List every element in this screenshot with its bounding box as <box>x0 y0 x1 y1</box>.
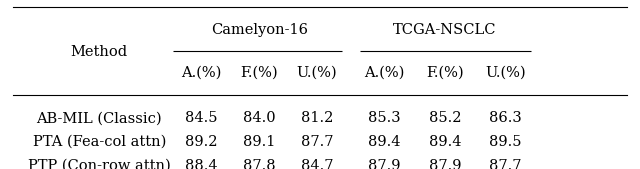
Text: PTA (Fea-col attn): PTA (Fea-col attn) <box>33 135 166 149</box>
Text: 84.7: 84.7 <box>301 159 333 169</box>
Text: 88.4: 88.4 <box>186 159 218 169</box>
Text: PTP (Con-row attn): PTP (Con-row attn) <box>28 159 171 169</box>
Text: 84.0: 84.0 <box>243 111 275 125</box>
Text: 84.5: 84.5 <box>186 111 218 125</box>
Text: 89.1: 89.1 <box>243 135 275 149</box>
Text: F.(%): F.(%) <box>426 66 463 80</box>
Text: 85.3: 85.3 <box>368 111 400 125</box>
Text: A.(%): A.(%) <box>364 66 404 80</box>
Text: Method: Method <box>70 45 128 58</box>
Text: 89.4: 89.4 <box>429 135 461 149</box>
Text: 89.5: 89.5 <box>490 135 522 149</box>
Text: 87.7: 87.7 <box>490 159 522 169</box>
Text: 87.9: 87.9 <box>429 159 461 169</box>
Text: 81.2: 81.2 <box>301 111 333 125</box>
Text: U.(%): U.(%) <box>296 66 337 80</box>
Text: 89.2: 89.2 <box>186 135 218 149</box>
Text: 87.8: 87.8 <box>243 159 275 169</box>
Text: 87.7: 87.7 <box>301 135 333 149</box>
Text: U.(%): U.(%) <box>485 66 526 80</box>
Text: 86.3: 86.3 <box>489 111 522 125</box>
Text: F.(%): F.(%) <box>241 66 278 80</box>
Text: 89.4: 89.4 <box>368 135 400 149</box>
Text: TCGA-NSCLC: TCGA-NSCLC <box>393 23 497 37</box>
Text: 85.2: 85.2 <box>429 111 461 125</box>
Text: AB-MIL (Classic): AB-MIL (Classic) <box>36 111 162 125</box>
Text: 87.9: 87.9 <box>368 159 400 169</box>
Text: Camelyon-16: Camelyon-16 <box>211 23 308 37</box>
Text: A.(%): A.(%) <box>181 66 222 80</box>
